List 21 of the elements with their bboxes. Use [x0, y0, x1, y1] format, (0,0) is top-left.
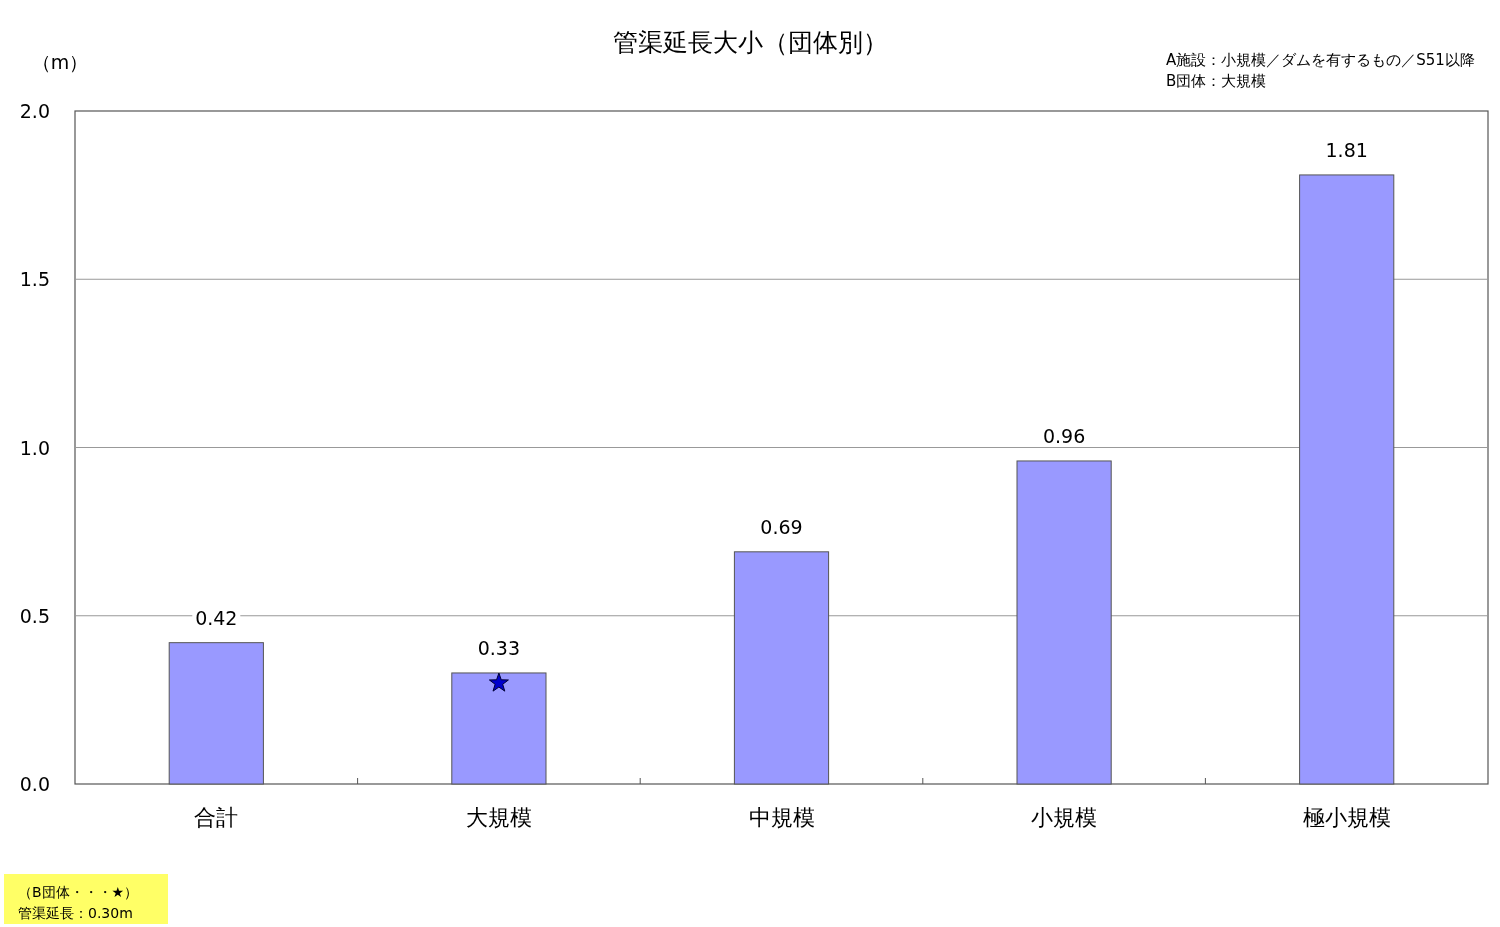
- x-tick-label: 小規模: [1031, 804, 1098, 830]
- y-tick-label: 0.0: [19, 773, 50, 795]
- x-tick-label: 極小規模: [1302, 804, 1391, 830]
- data-label: 0.96: [1042, 424, 1086, 447]
- data-label: 1.81: [1325, 138, 1368, 161]
- y-tick-label: 1.5: [19, 268, 50, 291]
- y-tick-label: 1.0: [19, 436, 50, 459]
- chart-title: 管渠延長大小（団体別）: [612, 27, 888, 57]
- data-label: 0.42: [195, 606, 238, 629]
- data-label: 0.33: [477, 636, 521, 659]
- text: （B団体・・・★）: [18, 884, 139, 900]
- y-tick-label: 2.0: [19, 100, 50, 122]
- y-tick-label: 0.5: [19, 604, 50, 627]
- text: 管渠延長：0.30m: [18, 905, 133, 921]
- y-axis-title: （m）: [31, 51, 89, 73]
- x-tick-label: 大規模: [465, 804, 532, 830]
- x-tick-label: 中規模: [748, 804, 815, 830]
- x-tick-label: 合計: [194, 804, 239, 830]
- text: B団体：大規模: [1166, 72, 1267, 90]
- data-label: 0.69: [760, 515, 803, 538]
- text: A施設：小規模／ダムを有するもの／S51以降: [1166, 51, 1475, 69]
